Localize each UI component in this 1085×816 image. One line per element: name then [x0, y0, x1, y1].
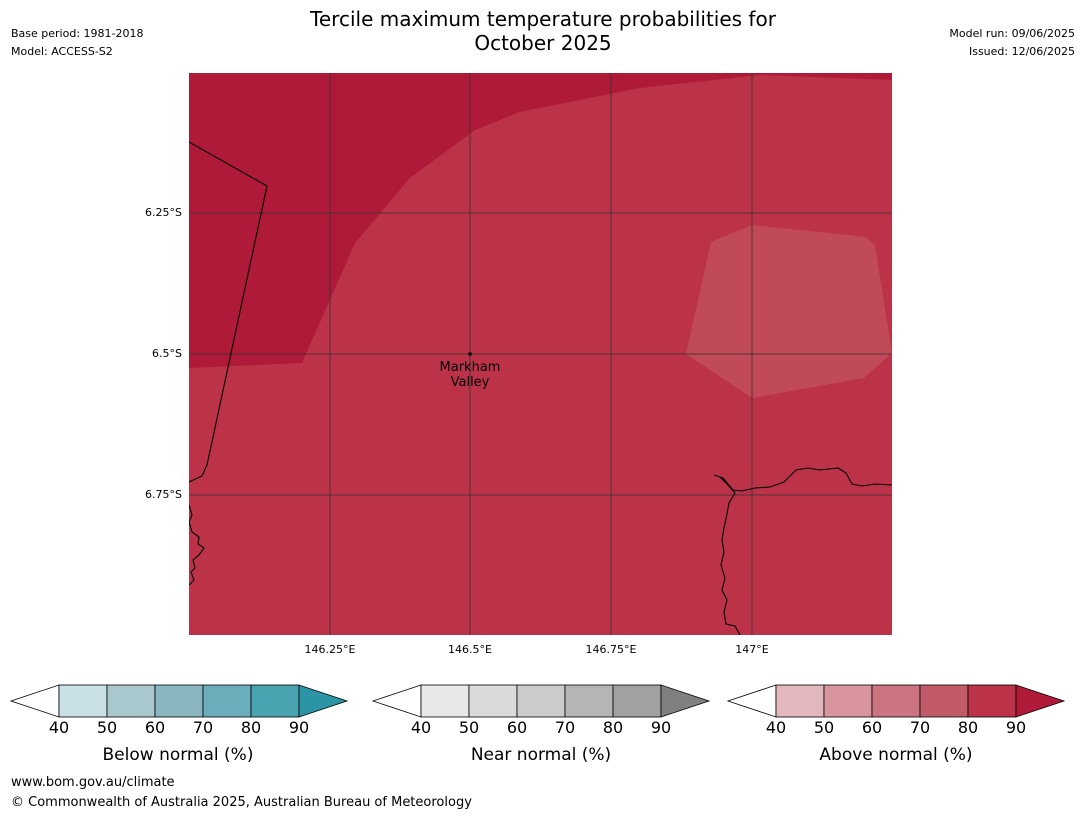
- colorbar-tick-label: 60: [144, 718, 166, 737]
- map-title-line1: Tercile maximum temperature probabilitie…: [310, 7, 776, 31]
- model-run-text: Model run: 09/06/2025: [949, 27, 1075, 40]
- colorbar-tick-label: 80: [957, 718, 979, 737]
- colorbar-segment: [564, 684, 614, 718]
- colorbar-extend-low: [371, 684, 422, 718]
- colorbar-tick-label: 60: [861, 718, 883, 737]
- place-label: Markham Valley: [420, 360, 520, 390]
- lat-label-6-25: 6.25°S: [145, 206, 182, 219]
- probability-area-above-90: [189, 73, 892, 368]
- colorbar-tick-label: 40: [48, 718, 70, 737]
- colorbar-tick-label: 50: [96, 718, 118, 737]
- colorbar-segment: [250, 684, 300, 718]
- colorbar-tick-label: 70: [192, 718, 214, 737]
- colorbar-tick-label: 90: [288, 718, 310, 737]
- colorbar-segment: [106, 684, 156, 718]
- coastline-and-borders: [189, 141, 892, 635]
- colorbar-tick-label: 40: [765, 718, 787, 737]
- lat-label-6-5: 6.5°S: [152, 347, 182, 360]
- colorbar-below-normal-title: Below normal (%): [102, 745, 254, 765]
- colorbar-tick-label: 60: [506, 718, 528, 737]
- graticule: [189, 73, 892, 635]
- lon-label-146-5: 146.5°E: [448, 643, 492, 656]
- colorbar-extend-high: [298, 684, 349, 718]
- colorbar-segment: [468, 684, 518, 718]
- colorbar-near-normal-title: Near normal (%): [470, 745, 612, 765]
- colorbar-tick-label: 90: [1005, 718, 1027, 737]
- colorbar-tick-label: 80: [240, 718, 262, 737]
- probability-area-above-70: [686, 225, 892, 398]
- colorbar-segment: [202, 684, 252, 718]
- east-coastline: [713, 467, 892, 635]
- model-text: Model: ACCESS-S2: [11, 45, 113, 58]
- west-coastline: [189, 504, 205, 586]
- map-title: Tercile maximum temperature probabilitie…: [243, 7, 843, 55]
- lon-label-146-25: 146.25°E: [304, 643, 356, 656]
- colorbar-above-normal: [726, 684, 1066, 718]
- colorbar-segment: [612, 684, 662, 718]
- colorbar-near-normal: [371, 684, 711, 718]
- colorbar-segment: [823, 684, 873, 718]
- colorbar-segment: [919, 684, 969, 718]
- colorbar-extend-high: [660, 684, 711, 718]
- meta-right: Model run: 09/06/2025 Issued: 12/06/2025: [949, 25, 1075, 61]
- lat-label-6-75: 6.75°S: [145, 488, 182, 501]
- place-label-line2: Valley: [450, 375, 490, 390]
- place-marker-dot: [468, 352, 472, 356]
- lon-label-147: 147°E: [735, 643, 769, 656]
- colorbar-tick-label: 90: [650, 718, 672, 737]
- colorbar-segment: [58, 684, 108, 718]
- footer-url: www.bom.gov.au/climate: [11, 775, 175, 790]
- colorbar-segment: [871, 684, 921, 718]
- base-period-text: Base period: 1981-2018: [11, 27, 144, 40]
- lon-label-146-75: 146.75°E: [585, 643, 637, 656]
- colorbar-segment: [154, 684, 204, 718]
- meta-left: Base period: 1981-2018 Model: ACCESS-S2: [11, 25, 143, 61]
- colorbar-tick-label: 40: [410, 718, 432, 737]
- colorbar-segment: [967, 684, 1017, 718]
- colorbar-segment: [420, 684, 470, 718]
- issued-text: Issued: 12/06/2025: [968, 45, 1075, 58]
- colorbar-segment: [775, 684, 825, 718]
- footer-copyright: © Commonwealth of Australia 2025, Austra…: [11, 795, 472, 810]
- colorbar-below-normal: [9, 684, 349, 718]
- colorbar-tick-label: 70: [554, 718, 576, 737]
- colorbar-tick-label: 80: [602, 718, 624, 737]
- colorbar-extend-low: [9, 684, 60, 718]
- colorbar-tick-label: 50: [813, 718, 835, 737]
- colorbar-segment: [516, 684, 566, 718]
- colorbar-tick-label: 70: [909, 718, 931, 737]
- place-label-line1: Markham: [439, 360, 501, 375]
- map-title-line2: October 2025: [474, 31, 612, 55]
- colorbar-extend-low: [726, 684, 777, 718]
- colorbar-above-normal-title: Above normal (%): [819, 745, 973, 765]
- colorbar-extend-high: [1015, 684, 1066, 718]
- colorbar-tick-label: 50: [458, 718, 480, 737]
- province-border: [189, 141, 268, 483]
